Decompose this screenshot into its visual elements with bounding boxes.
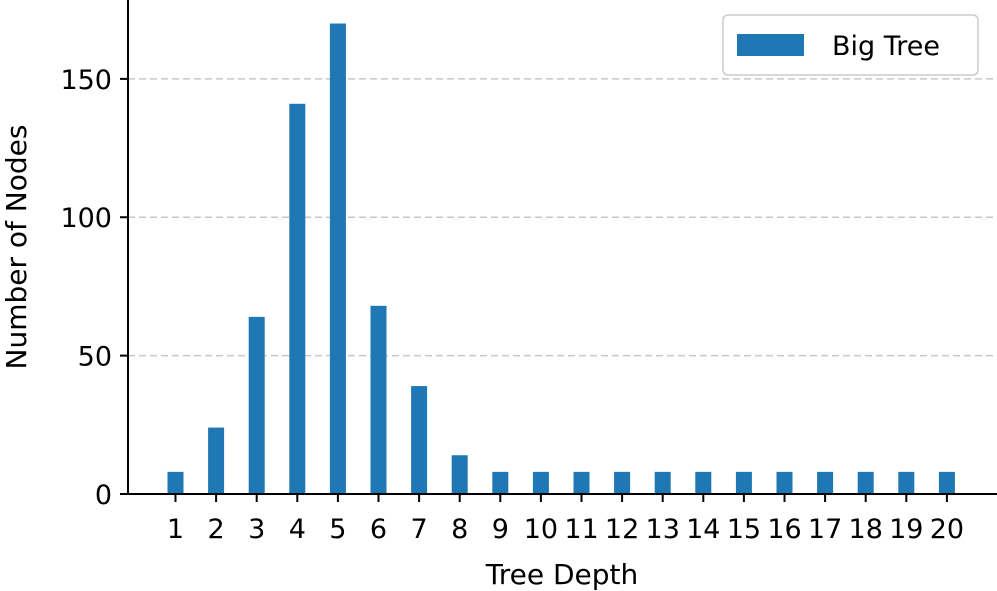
y-axis-label: Number of Nodes [0, 125, 33, 370]
legend-frame [722, 14, 979, 76]
x-tick-label: 20 [930, 514, 964, 545]
y-tick-label: 100 [60, 203, 112, 234]
bar-1 [167, 471, 184, 494]
bar-4 [289, 103, 306, 495]
x-ticks: 1 2 3 4 5 6 7 8 9 10 11 12 13 14 15 16 17 18 19 20 [167, 494, 964, 545]
x-tick-label: 18 [849, 514, 883, 545]
x-tick-label: 9 [492, 514, 509, 545]
bar-17 [817, 471, 834, 494]
grid-lines [128, 78, 997, 357]
bars [167, 23, 955, 495]
y-tick-label: 150 [60, 65, 112, 96]
bar-10 [532, 471, 549, 494]
axes [127, 0, 997, 495]
x-tick-label: 8 [451, 514, 468, 545]
bar-15 [735, 471, 752, 494]
y-tick-label: 0 [95, 480, 112, 511]
bar-8 [451, 455, 468, 494]
x-tick-label: 1 [167, 514, 184, 545]
bar-13 [654, 471, 671, 494]
x-axis-label: Tree Depth [485, 558, 639, 591]
bar-19 [898, 471, 915, 494]
bar-12 [614, 471, 631, 494]
bar-11 [573, 471, 590, 494]
bar-18 [857, 471, 874, 494]
legend-label: Big Tree [832, 31, 940, 62]
bar-20 [938, 471, 955, 494]
x-tick-label: 17 [808, 514, 842, 545]
x-tick-label: 7 [411, 514, 428, 545]
x-tick-label: 5 [329, 514, 346, 545]
x-tick-label: 15 [727, 514, 761, 545]
x-tick-label: 4 [289, 514, 306, 545]
legend: Big Tree [722, 14, 979, 76]
x-tick-label: 16 [767, 514, 801, 545]
x-tick-label: 2 [208, 514, 225, 545]
legend-swatch [737, 34, 804, 56]
bar-9 [492, 471, 509, 494]
bar-6 [370, 305, 387, 494]
x-tick-label: 12 [605, 514, 639, 545]
x-tick-label: 13 [646, 514, 680, 545]
x-tick-label: 11 [564, 514, 598, 545]
bar-16 [776, 471, 793, 494]
x-tick-label: 3 [248, 514, 265, 545]
x-tick-label: 10 [524, 514, 558, 545]
bar-14 [695, 471, 712, 494]
x-tick-label: 19 [889, 514, 923, 545]
bar-5 [329, 23, 346, 495]
x-tick-label: 6 [370, 514, 387, 545]
bar-2 [208, 427, 225, 494]
x-tick-label: 14 [686, 514, 720, 545]
y-ticks: 0 50 100 150 [60, 65, 128, 511]
bar-3 [248, 316, 265, 494]
y-tick-label: 50 [78, 342, 112, 373]
bar-7 [411, 386, 428, 494]
